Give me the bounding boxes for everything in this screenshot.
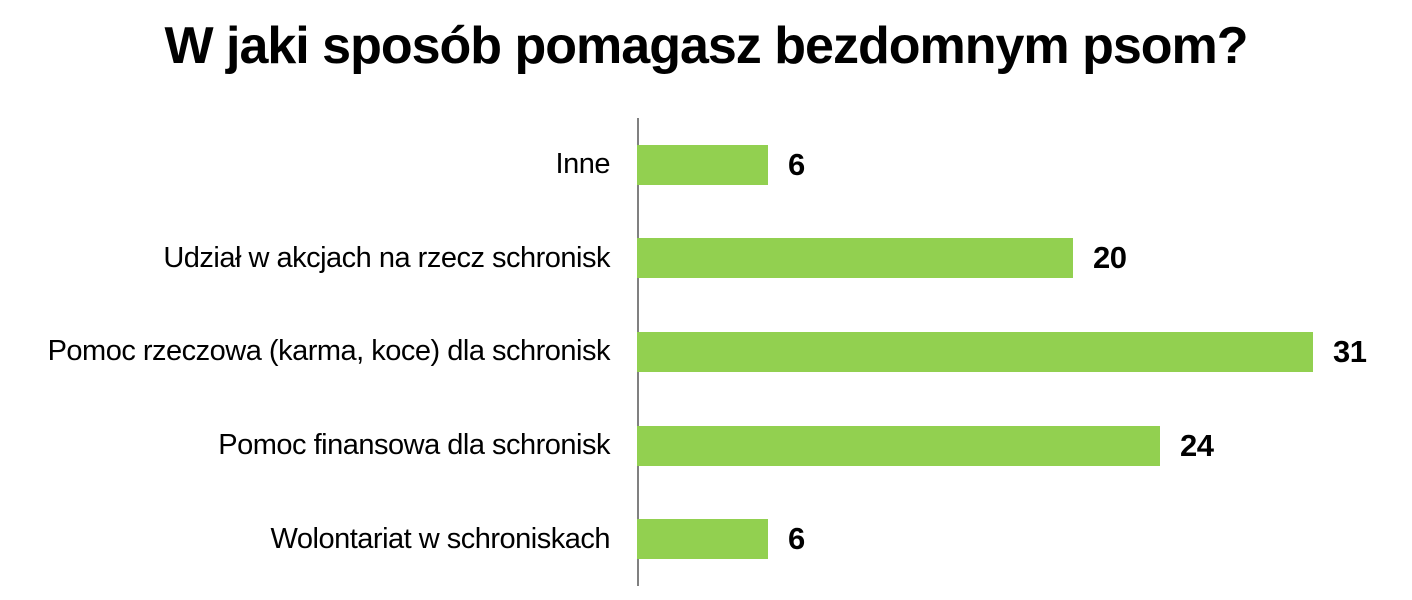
- category-label: Inne: [555, 148, 611, 181]
- value-label: 31: [1333, 333, 1367, 369]
- bar: [637, 144, 768, 185]
- bar: [637, 425, 1160, 466]
- bar-track: 24: [637, 399, 1412, 493]
- bar-rows: Inne 6 Udział w akcjach na rzecz schroni…: [0, 118, 1412, 586]
- category-label: Udział w akcjach na rzecz schronisk: [163, 241, 610, 274]
- bar-track: 20: [637, 212, 1412, 306]
- value-label: 20: [1093, 240, 1127, 276]
- chart-title: W jaki sposób pomagasz bezdomnym psom?: [164, 17, 1248, 75]
- bar-track: 6: [637, 492, 1412, 586]
- bar-row: Wolontariat w schroniskach 6: [0, 492, 1412, 586]
- bar-track: 6: [637, 118, 1412, 212]
- plot-area: Inne 6 Udział w akcjach na rzecz schroni…: [0, 118, 1412, 586]
- category-label: Pomoc rzeczowa (karma, koce) dla schroni…: [47, 335, 611, 368]
- bar-track: 31: [637, 305, 1412, 399]
- category-label: Wolontariat w schroniskach: [270, 522, 611, 555]
- bar-row: Inne 6: [0, 118, 1412, 212]
- value-label: 6: [788, 521, 805, 557]
- category-label: Pomoc finansowa dla schronisk: [218, 429, 610, 462]
- bar: [637, 519, 768, 560]
- bar-row: Pomoc rzeczowa (karma, koce) dla schroni…: [0, 305, 1412, 399]
- bar-row: Udział w akcjach na rzecz schronisk 20: [0, 212, 1412, 306]
- bar: [637, 238, 1073, 279]
- bar-row: Pomoc finansowa dla schronisk 24: [0, 399, 1412, 493]
- bar: [637, 331, 1313, 372]
- value-label: 24: [1180, 427, 1214, 463]
- value-label: 6: [788, 146, 805, 182]
